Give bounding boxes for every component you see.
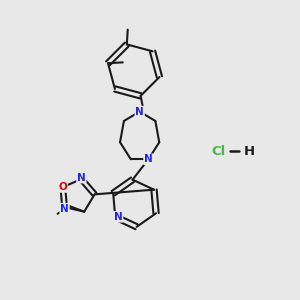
Text: N: N bbox=[114, 212, 123, 222]
Text: N: N bbox=[60, 204, 69, 214]
Text: H: H bbox=[244, 145, 255, 158]
Text: N: N bbox=[144, 154, 153, 164]
Text: Cl: Cl bbox=[211, 145, 225, 158]
Text: N: N bbox=[77, 173, 86, 183]
Text: N: N bbox=[135, 106, 144, 116]
Text: O: O bbox=[58, 182, 67, 192]
